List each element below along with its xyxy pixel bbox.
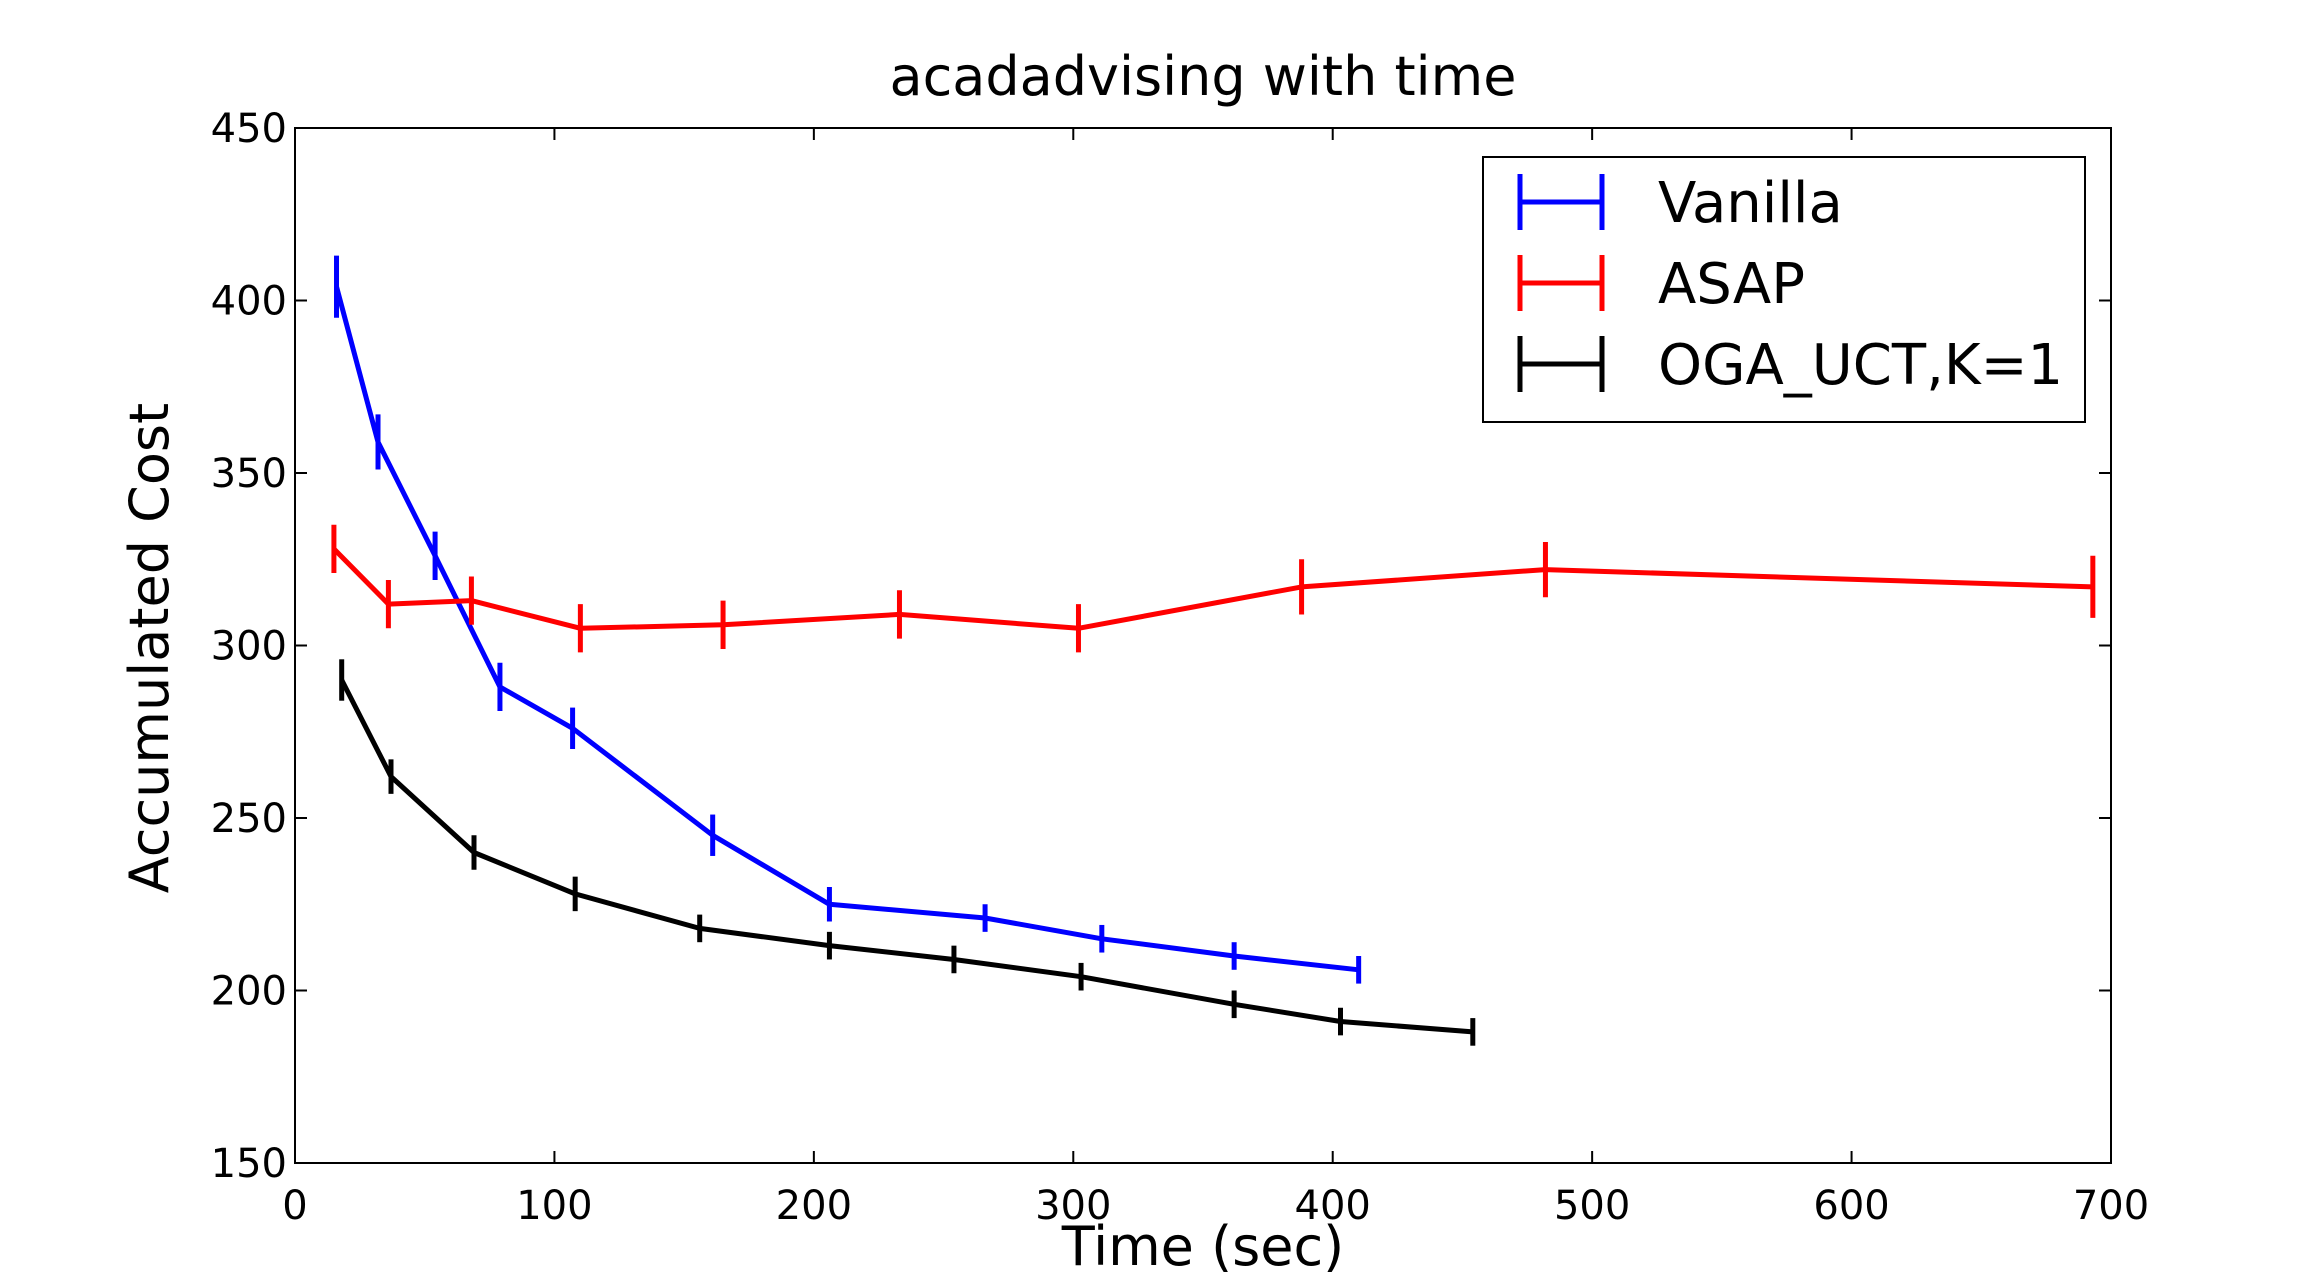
y-tick-label: 350 — [211, 451, 287, 497]
chart-title: acadadvising with time — [889, 45, 1516, 108]
x-tick-label: 100 — [516, 1183, 592, 1229]
series-vanilla — [334, 255, 1362, 984]
series-line-oga-uct-k-1 — [339, 678, 1473, 1035]
series-asap — [331, 524, 2096, 653]
x-tick-label: 700 — [2073, 1183, 2149, 1229]
y-tick-label: 400 — [211, 279, 287, 325]
series-line-asap — [332, 547, 2093, 631]
x-tick-label: 300 — [1035, 1183, 1111, 1229]
x-tick-label: 400 — [1295, 1183, 1371, 1229]
legend-label: Vanilla — [1658, 171, 1843, 236]
legend: Vanilla ASAP OGA_UCT,K=1 — [1482, 156, 2086, 423]
series-line-vanilla — [334, 286, 1359, 973]
x-axis-label: Time (sec) — [1061, 1215, 1345, 1277]
y-tick-label: 450 — [211, 106, 287, 152]
x-tick-label: 0 — [282, 1183, 307, 1229]
y-tick-label: 250 — [211, 796, 287, 842]
legend-label: OGA_UCT,K=1 — [1658, 333, 2063, 398]
y-tick-label: 300 — [211, 624, 287, 670]
series-layer — [331, 255, 2096, 1046]
series-oga-uct-k-1 — [339, 659, 1476, 1046]
y-tick-label: 150 — [211, 1141, 287, 1187]
legend-label: ASAP — [1658, 252, 1805, 317]
y-axis-label: Accumulated Cost — [118, 403, 181, 893]
x-tick-label: 200 — [776, 1183, 852, 1229]
x-tick-label: 500 — [1554, 1183, 1630, 1229]
y-tick-label: 200 — [211, 969, 287, 1015]
axis-ticks: 0 100 200 300 400 500 600 700 150 200 250 300 350 400… — [211, 106, 2150, 1229]
x-tick-label: 600 — [1813, 1183, 1889, 1229]
